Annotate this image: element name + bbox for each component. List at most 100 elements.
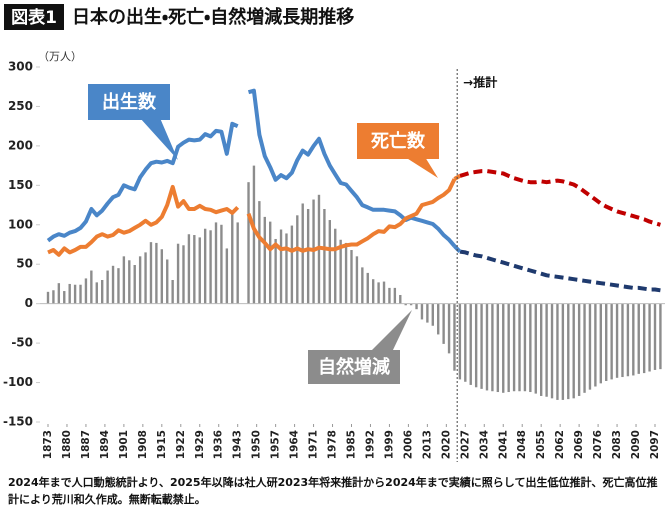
- bar: [274, 238, 277, 304]
- bar: [567, 303, 570, 400]
- line: [247, 88, 457, 248]
- bar: [117, 268, 120, 304]
- y-tick-label: 150: [8, 178, 33, 192]
- y-tick-label: 300: [8, 60, 33, 74]
- bar: [328, 220, 332, 304]
- x-tick-label: 1999: [383, 430, 395, 459]
- y-tick-label: -50: [11, 336, 33, 350]
- bar: [621, 303, 624, 378]
- bar: [149, 242, 153, 304]
- bar: [464, 303, 467, 382]
- bar: [458, 303, 462, 380]
- bar: [409, 303, 413, 306]
- bar: [523, 303, 527, 392]
- bar: [350, 250, 353, 304]
- footnote: 2024年まで人口動態統計より、2025年以降は社人研2023年将来推計から20…: [8, 476, 658, 506]
- bar: [474, 303, 478, 388]
- x-tick-label: 2034: [478, 430, 490, 459]
- bar: [138, 256, 142, 304]
- bar: [529, 303, 532, 393]
- x-tick-label: 2041: [497, 430, 509, 459]
- bar: [128, 260, 131, 304]
- bar: [642, 303, 646, 374]
- bar: [583, 303, 586, 393]
- x-tick-label: 2055: [535, 430, 547, 459]
- bar: [539, 303, 543, 396]
- legend-box: [357, 123, 439, 159]
- x-tick-label: 2062: [554, 430, 566, 459]
- bar: [605, 303, 608, 381]
- bar: [160, 249, 164, 304]
- legend-box: [88, 84, 170, 120]
- bar: [182, 245, 185, 304]
- bar: [480, 303, 483, 389]
- bar: [344, 242, 348, 304]
- x-tick-label: 2090: [630, 430, 642, 459]
- bar: [588, 303, 592, 390]
- y-tick-label: 50: [16, 257, 33, 271]
- bar: [388, 287, 391, 304]
- callout-pointer: [140, 118, 178, 160]
- bar: [599, 303, 602, 384]
- bar: [632, 303, 635, 376]
- bar: [404, 303, 407, 306]
- bar: [648, 303, 651, 372]
- bar: [95, 282, 98, 304]
- x-tick-label: 1964: [289, 430, 301, 459]
- x-tick-label: 1873: [42, 430, 54, 459]
- bar: [447, 303, 451, 354]
- bar: [393, 287, 397, 304]
- x-tick-label: 1922: [175, 430, 187, 459]
- x-tick-label: 1887: [80, 430, 92, 459]
- bar: [415, 303, 418, 310]
- x-tick-label: 2083: [611, 430, 623, 459]
- chart-title: 日本の出生・死亡・自然増減長期推移: [72, 6, 354, 28]
- figure-label: 図表1: [11, 7, 57, 28]
- figure-label-box: [4, 4, 64, 30]
- bar: [263, 216, 266, 304]
- bar: [79, 284, 82, 304]
- x-tick-label: 1894: [99, 430, 111, 459]
- bar: [269, 221, 272, 304]
- line: [246, 178, 457, 253]
- x-tick-label: 1985: [346, 430, 358, 459]
- legend-box: [308, 350, 400, 384]
- bar: [285, 233, 288, 304]
- x-tick-label: 1936: [213, 430, 225, 459]
- bar: [355, 256, 359, 304]
- forecast-joint: [453, 244, 462, 254]
- y-tick-label: 200: [8, 138, 33, 152]
- bar: [73, 284, 77, 304]
- bar: [84, 278, 88, 304]
- bar: [512, 303, 516, 392]
- bar: [198, 237, 201, 304]
- x-tick-label: 2076: [592, 430, 604, 459]
- bar: [377, 282, 380, 304]
- bar: [610, 303, 613, 380]
- bar: [594, 303, 597, 387]
- bar: [556, 303, 559, 400]
- bar: [626, 303, 630, 377]
- y-tick-label: 100: [8, 217, 33, 231]
- bar: [334, 228, 337, 304]
- forecast-label: →推計: [463, 75, 497, 90]
- x-tick-label: 2048: [516, 430, 528, 459]
- x-tick-label: 1880: [61, 430, 73, 459]
- bar: [193, 235, 196, 304]
- bar: [339, 239, 342, 304]
- bar: [171, 280, 174, 304]
- bar: [133, 265, 136, 304]
- bar: [518, 303, 521, 392]
- bar: [279, 229, 283, 304]
- bar: [659, 303, 662, 370]
- bar: [615, 303, 619, 378]
- forecast-line: [459, 249, 661, 293]
- bar: [637, 303, 640, 374]
- bar: [258, 201, 261, 304]
- y-unit: （万人）: [38, 50, 82, 63]
- bar: [361, 267, 364, 304]
- x-tick-label: 2013: [421, 430, 433, 459]
- bar: [572, 303, 575, 399]
